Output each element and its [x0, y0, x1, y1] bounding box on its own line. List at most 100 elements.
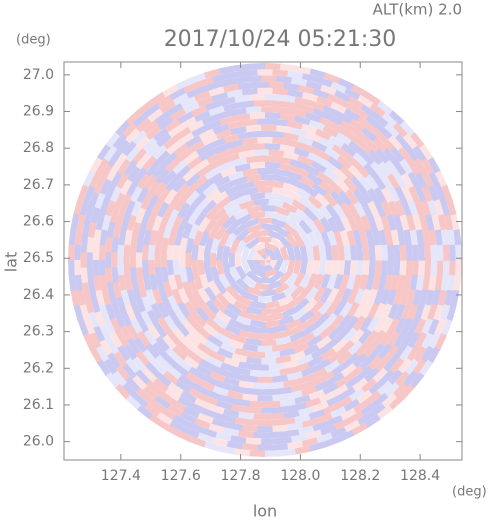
- radar-cell: [349, 328, 365, 345]
- radar-cell: [217, 180, 234, 194]
- radar-cell: [257, 168, 273, 175]
- radar-cell: [124, 199, 136, 217]
- radar-cell: [379, 173, 394, 190]
- radar-cell: [351, 84, 369, 98]
- radar-cell: [382, 356, 398, 373]
- radar-cell: [427, 304, 438, 321]
- radar-cell: [338, 78, 356, 91]
- radar-cell: [151, 341, 167, 358]
- radar-cell: [302, 184, 319, 198]
- radar-cell: [77, 318, 89, 336]
- radar-cell: [301, 123, 318, 135]
- radar-cell: [171, 288, 183, 305]
- radar-cell: [208, 370, 226, 383]
- radar-cell: [156, 94, 174, 108]
- radar-cell: [294, 297, 310, 313]
- radar-cell: [406, 289, 416, 306]
- radar-cell: [399, 383, 415, 400]
- radar-cell: [249, 300, 265, 310]
- radar-cell: [325, 203, 340, 220]
- radar-cell: [88, 310, 99, 328]
- radar-cell: [116, 344, 131, 362]
- radar-cell: [295, 187, 312, 200]
- radar-cell: [421, 318, 434, 336]
- radar-cell: [393, 172, 407, 189]
- radar-cell: [188, 280, 200, 297]
- radar-cell: [174, 379, 192, 394]
- radar-cell: [298, 285, 313, 301]
- radar-cell: [362, 260, 370, 276]
- radar-cell: [407, 332, 421, 349]
- radar-cell: [279, 234, 293, 249]
- radar-cell: [333, 288, 346, 305]
- radar-cell: [218, 413, 236, 424]
- radar-cell: [305, 111, 322, 123]
- radar-cell: [113, 152, 128, 169]
- radar-cell: [171, 345, 188, 361]
- radar-cell: [156, 132, 172, 148]
- radar-cell: [233, 448, 250, 457]
- radar-cell: [74, 259, 81, 276]
- radar-cell: [275, 355, 292, 365]
- radar-cell: [367, 303, 380, 320]
- radar-cell: [142, 154, 158, 171]
- radar-cell: [279, 144, 296, 154]
- radar-cell: [181, 222, 193, 239]
- radar-cell: [203, 237, 214, 254]
- radar-cell: [350, 244, 358, 261]
- radar-cell: [261, 308, 277, 316]
- radar-cell: [124, 303, 136, 321]
- radar-cell: [257, 137, 274, 144]
- radar-cell: [161, 422, 179, 436]
- radar-cell: [173, 273, 184, 290]
- radar-cell: [245, 270, 260, 284]
- radar-cell: [105, 131, 121, 148]
- radar-cell: [234, 94, 251, 103]
- radar-cell: [285, 272, 299, 288]
- radar-cell: [294, 96, 312, 107]
- radar-cell: [142, 228, 152, 246]
- radar-cell: [345, 130, 362, 145]
- radar-cell: [220, 166, 237, 178]
- radar-cell: [401, 172, 415, 190]
- radar-cell: [308, 119, 326, 131]
- radar-cell: [427, 346, 441, 364]
- radar-cell: [135, 236, 144, 253]
- radar-cell: [196, 163, 213, 178]
- radar-cell: [156, 315, 171, 333]
- radar-cell: [330, 101, 348, 114]
- radar-cell: [260, 407, 277, 414]
- radar-cell: [307, 194, 324, 210]
- radar-cell: [238, 81, 255, 90]
- radar-cell: [188, 223, 200, 240]
- radar-cell: [369, 403, 386, 418]
- radar-cell: [83, 317, 96, 335]
- radar-cell: [243, 217, 259, 228]
- radar-cell: [177, 374, 195, 388]
- radar-cell: [210, 252, 217, 268]
- radar-cell: [188, 140, 206, 154]
- radar-cell: [208, 86, 226, 97]
- radar-cell: [340, 99, 358, 113]
- radar-cell: [154, 266, 163, 283]
- radar-cell: [275, 336, 292, 346]
- radar-cell: [238, 310, 255, 321]
- radar-cell: [161, 334, 177, 351]
- radar-cell: [222, 408, 240, 418]
- radar-cell: [345, 188, 360, 205]
- radar-cell: [387, 317, 400, 335]
- radar-cell: [310, 160, 328, 174]
- radar-cell: [212, 206, 227, 222]
- radar-cell: [89, 346, 103, 363]
- radar-cell: [328, 179, 344, 195]
- radar-cell: [323, 192, 339, 208]
- radar-cell: [326, 274, 338, 291]
- radar-cell: [203, 441, 221, 452]
- radar-cell: [89, 156, 103, 174]
- radar-cell: [167, 274, 178, 291]
- radar-cell: [95, 345, 109, 362]
- radar-cell: [393, 331, 407, 349]
- radar-cell: [99, 274, 108, 291]
- radar-cell: [246, 259, 257, 274]
- radar-cell: [280, 63, 297, 72]
